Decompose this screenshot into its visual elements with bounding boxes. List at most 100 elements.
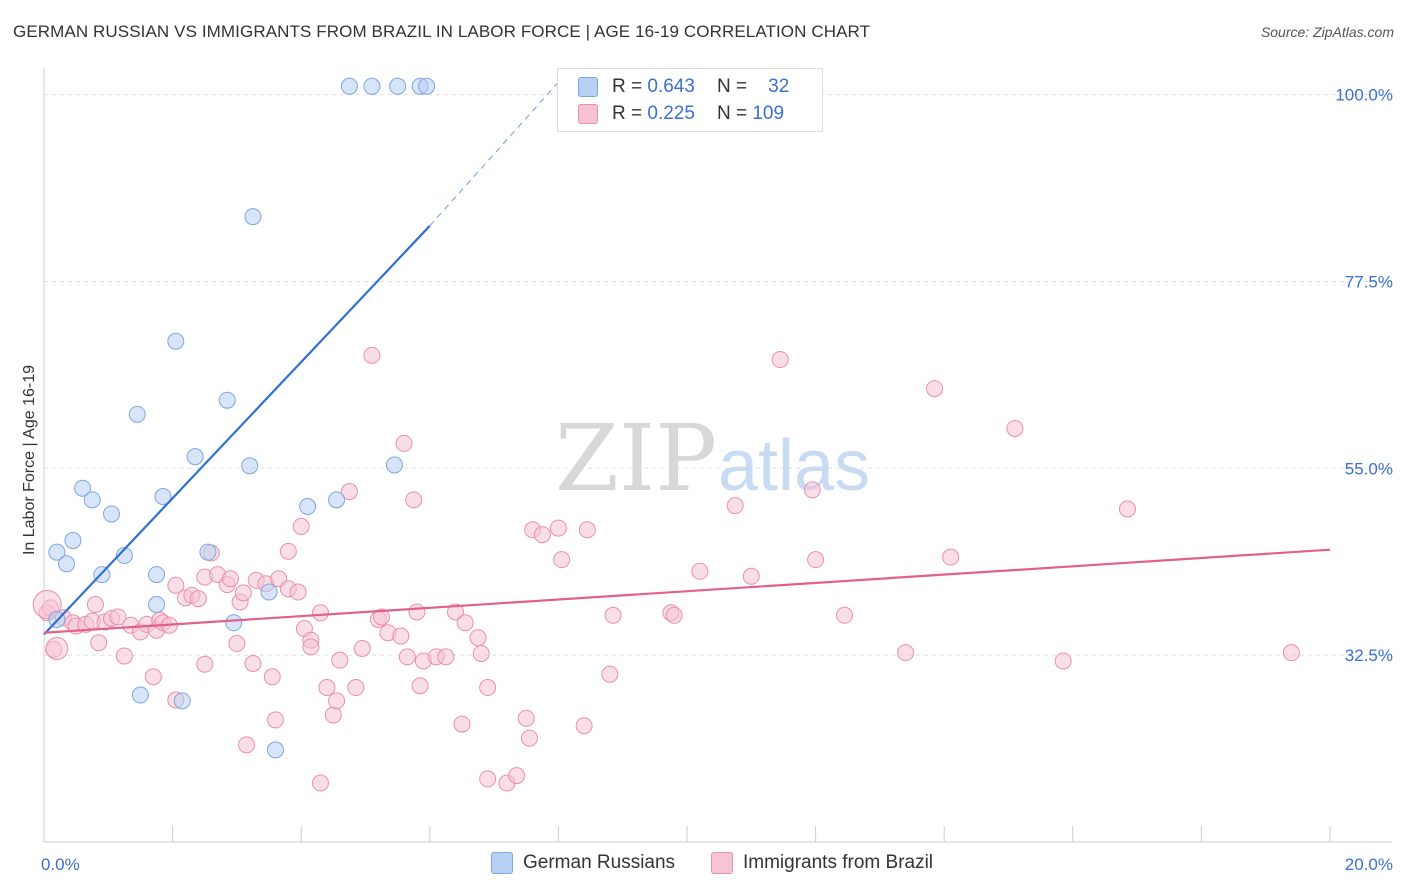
data-point [533, 526, 551, 544]
data-point [389, 77, 407, 95]
data-point [942, 548, 960, 566]
data-point [238, 736, 256, 754]
series-brazil [32, 346, 1300, 792]
x-tick-label: 0.0% [41, 855, 80, 874]
data-point [103, 505, 121, 523]
data-point [411, 677, 429, 695]
data-point [347, 679, 365, 697]
data-point [578, 521, 596, 539]
data-point [299, 498, 317, 516]
data-point [807, 551, 825, 569]
bottom-legend-swatch-blue [491, 852, 513, 874]
bottom-legend-label: Immigrants from Brazil [743, 852, 934, 873]
legend: R = 0.643 N = 32 R = 0.225 N = 109 [557, 68, 823, 132]
data-point [897, 644, 915, 662]
data-point [186, 448, 204, 466]
bottom-legend-german-russians: German Russians [491, 852, 675, 874]
legend-swatch-blue [578, 77, 598, 97]
bottom-legend-label: German Russians [523, 852, 676, 873]
data-point [926, 380, 944, 398]
data-point [244, 208, 262, 226]
y-tick-label: 55.0% [1345, 459, 1393, 478]
legend-row-brazil: R = 0.225 N = 109 [578, 102, 784, 126]
data-point [318, 679, 336, 697]
data-point [196, 655, 214, 673]
data-point [742, 567, 760, 585]
data-point [324, 706, 342, 724]
data-point [115, 647, 133, 665]
data-point [771, 351, 789, 369]
data-point [553, 551, 571, 569]
data-point [311, 774, 329, 792]
data-point [1282, 644, 1300, 662]
data-point [263, 668, 281, 686]
legend-n-label: N = [716, 103, 748, 124]
data-point [601, 665, 619, 683]
bottom-legend-swatch-pink [711, 852, 733, 874]
data-point [385, 456, 403, 474]
data-point [340, 483, 358, 501]
y-tick-label: 77.5% [1345, 272, 1393, 291]
legend-r-label: R = [612, 103, 643, 124]
data-point [311, 604, 329, 622]
data-point [228, 635, 246, 653]
data-point [167, 576, 185, 594]
data-point [115, 547, 133, 564]
data-point [549, 519, 567, 537]
data-point [447, 603, 465, 621]
data-point [836, 606, 854, 624]
axes [43, 68, 1392, 843]
data-point [479, 679, 497, 697]
data-point [575, 717, 593, 735]
legend-n-value: 32 [768, 76, 790, 97]
legend-n-label: N = [716, 76, 748, 97]
data-point [292, 517, 310, 535]
data-point [363, 346, 381, 364]
data-point [289, 583, 307, 601]
bottom-legend-brazil: Immigrants from Brazil [711, 852, 933, 874]
data-point [167, 332, 185, 350]
data-point [331, 651, 349, 669]
data-point [392, 627, 410, 645]
data-point [109, 608, 127, 626]
trend-lines [43, 81, 1331, 636]
data-point [266, 741, 284, 759]
data-point [148, 595, 166, 613]
data-point [328, 491, 346, 509]
data-point [241, 457, 259, 475]
data-point [520, 729, 538, 747]
series-german-russians [48, 77, 436, 759]
data-point [128, 405, 146, 423]
data-point [234, 584, 252, 602]
data-point-large [45, 637, 69, 661]
watermark-atlas: atlas [718, 426, 870, 506]
tick-labels: 32.5% 55.0% 77.5% 100.0% 0.0% 20.0% [41, 86, 1393, 874]
data-point [604, 606, 622, 624]
y-tick-label: 32.5% [1345, 646, 1393, 665]
data-point [64, 532, 82, 550]
chart-title: GERMAN RUSSIAN VS IMMIGRANTS FROM BRAZIL… [13, 22, 871, 41]
data-point [173, 692, 191, 710]
data-point [58, 555, 76, 573]
data-point [803, 481, 821, 499]
data-point [1006, 419, 1024, 437]
data-point [1118, 500, 1136, 518]
trend-line [43, 225, 431, 636]
data-point [353, 640, 371, 658]
data-point [144, 668, 162, 686]
data-point [199, 543, 217, 561]
data-point [517, 709, 535, 727]
data-point [508, 767, 526, 785]
data-point [225, 614, 243, 632]
data-point [279, 542, 297, 560]
data-point [266, 711, 284, 729]
data-point [408, 603, 426, 621]
data-point [479, 770, 497, 788]
data-point [83, 491, 101, 509]
data-point [418, 77, 436, 95]
data-point [373, 608, 391, 626]
trend-line [43, 548, 1331, 634]
data-point [691, 562, 709, 580]
grid-lines [44, 94, 1392, 656]
x-tick-label: 20.0% [1345, 855, 1393, 874]
